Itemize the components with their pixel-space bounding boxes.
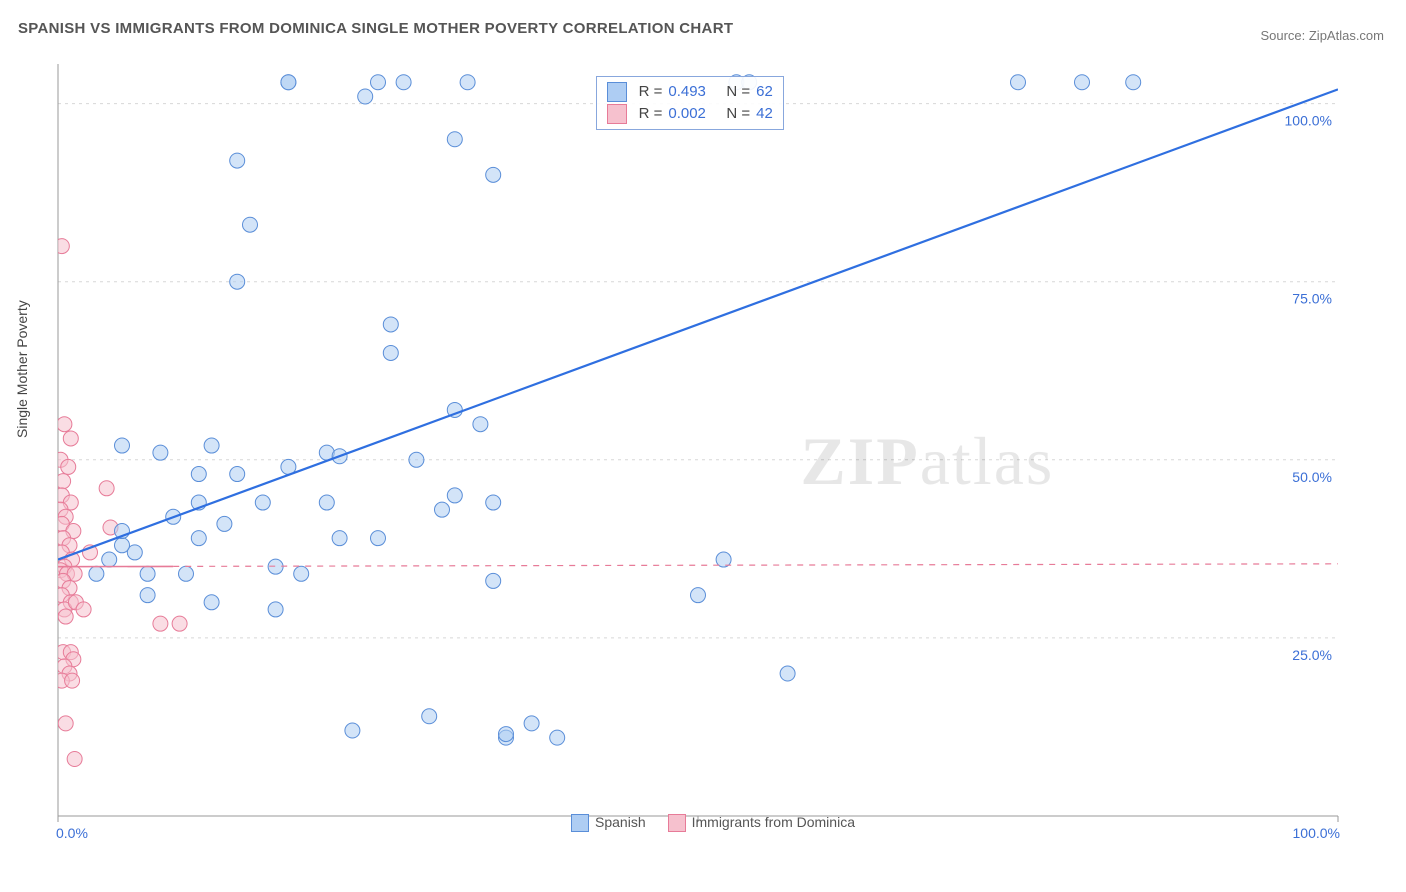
correlation-stats-legend: R =0.493 N = 62 R =0.002 N = 42	[596, 76, 784, 130]
legend-swatch	[607, 82, 627, 102]
legend-item: Immigrants from Dominica	[668, 814, 855, 832]
y-axis-label: Single Mother Poverty	[14, 300, 30, 438]
stat-r-label: R =	[639, 103, 663, 125]
chart-title: SPANISH VS IMMIGRANTS FROM DOMINICA SING…	[18, 20, 733, 37]
y-tick-label: 100.0%	[1285, 113, 1332, 129]
stat-n-value: 62	[756, 81, 773, 103]
scatter-chart-svg: 25.0%50.0%75.0%100.0%0.0%100.0%ZIPatlas	[48, 58, 1378, 838]
stat-legend-row: R =0.002 N = 42	[607, 103, 773, 125]
y-tick-label: 75.0%	[1292, 291, 1332, 307]
stat-r-value: 0.002	[668, 103, 720, 125]
source-attribution: Source: ZipAtlas.com	[1260, 28, 1384, 43]
legend-label: Immigrants from Dominica	[692, 814, 855, 830]
chart-area: 25.0%50.0%75.0%100.0%0.0%100.0%ZIPatlas …	[48, 58, 1378, 838]
y-tick-label: 50.0%	[1292, 469, 1332, 485]
series-1	[53, 239, 187, 767]
source-name: ZipAtlas.com	[1309, 28, 1384, 43]
legend-swatch	[668, 814, 686, 832]
source-label: Source:	[1260, 28, 1308, 43]
watermark: ZIPatlas	[800, 423, 1054, 499]
series-0	[89, 75, 1141, 745]
stat-legend-row: R =0.493 N = 62	[607, 81, 773, 103]
stat-n-value: 42	[756, 103, 773, 125]
stat-r-value: 0.493	[668, 81, 720, 103]
legend-item: Spanish	[571, 814, 646, 832]
legend-label: Spanish	[595, 814, 646, 830]
stat-r-label: R =	[639, 81, 663, 103]
stat-n-label: N =	[726, 103, 750, 125]
series-legend: Spanish Immigrants from Dominica	[48, 814, 1378, 832]
stat-n-label: N =	[726, 81, 750, 103]
y-tick-label: 25.0%	[1292, 647, 1332, 663]
legend-swatch	[571, 814, 589, 832]
legend-swatch	[607, 104, 627, 124]
